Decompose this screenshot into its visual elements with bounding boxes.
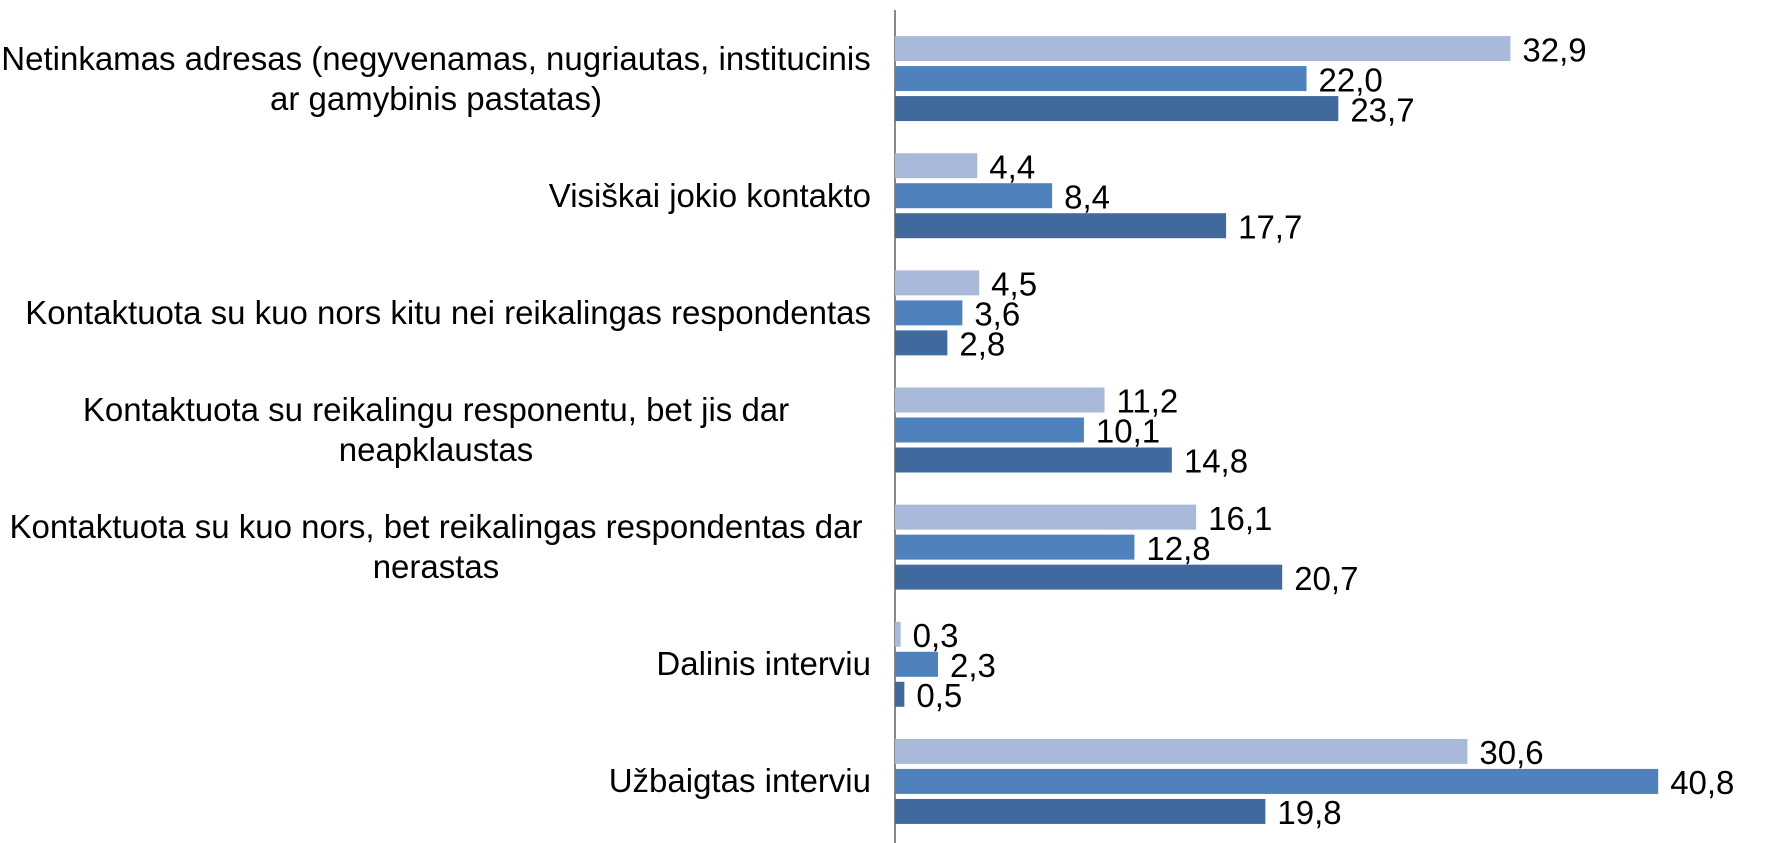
bar [895, 651, 939, 677]
bar [895, 213, 1227, 239]
value-label: 30,6 [1479, 734, 1543, 771]
value-label: 19,8 [1277, 794, 1341, 831]
category-label-box: Kontaktuota su reikalingu responentu, be… [1, 380, 871, 480]
bar [895, 183, 1053, 209]
value-label: 3,6 [974, 296, 1020, 333]
category-label-box: Visiškai jokio kontakto [1, 146, 871, 246]
bar [895, 417, 1084, 443]
value-label: 22,0 [1319, 61, 1383, 98]
bar [895, 330, 948, 356]
category-label: Visiškai jokio kontakto [548, 176, 871, 214]
value-label: 40,8 [1670, 764, 1734, 801]
bar [895, 153, 978, 179]
bar [895, 387, 1105, 413]
value-label: 0,5 [916, 677, 962, 714]
bar [895, 621, 901, 647]
category-label-box: Dalinis interviu [1, 614, 871, 714]
category-label: Netinkamas adresas (negyvenamas, nugriau… [1, 39, 871, 117]
category-label: Dalinis interviu [656, 645, 871, 683]
bar [895, 96, 1339, 122]
bar [895, 270, 980, 296]
value-label: 0,3 [913, 617, 959, 654]
value-label: 14,8 [1184, 443, 1248, 480]
bar [895, 36, 1511, 62]
value-label: 4,5 [991, 266, 1037, 303]
value-label: 4,4 [989, 148, 1035, 185]
bar [895, 738, 1468, 764]
category-label-box: Kontaktuota su kuo nors kitu nei reikali… [1, 263, 871, 363]
value-label: 23,7 [1350, 91, 1414, 128]
value-label: 2,8 [959, 326, 1005, 363]
bar [895, 681, 905, 707]
value-label: 12,8 [1146, 530, 1210, 567]
category-label: Kontaktuota su kuo nors, bet reikalingas… [9, 508, 863, 586]
value-label: 17,7 [1238, 208, 1302, 245]
category-label: Kontaktuota su kuo nors kitu nei reikali… [25, 293, 871, 331]
bar [895, 504, 1197, 530]
value-label: 20,7 [1294, 560, 1358, 597]
category-label-box: Kontaktuota su kuo nors, bet reikalingas… [1, 497, 871, 597]
bar [895, 564, 1283, 590]
bar [895, 768, 1659, 794]
category-label: Kontaktuota su reikalingu responentu, be… [82, 391, 790, 468]
bar [895, 300, 963, 326]
value-label: 32,9 [1522, 31, 1586, 68]
value-label: 10,1 [1096, 413, 1160, 450]
category-label: Užbaigtas interviu [608, 762, 871, 800]
value-label: 2,3 [950, 647, 996, 684]
bar [895, 66, 1307, 92]
bar [895, 798, 1266, 824]
bar [895, 447, 1172, 473]
category-label-box: Užbaigtas interviu [1, 731, 871, 831]
category-label-box: Netinkamas adresas (negyvenamas, nugriau… [1, 29, 871, 129]
bar [895, 534, 1135, 560]
value-label: 16,1 [1208, 500, 1272, 537]
value-label: 11,2 [1117, 383, 1179, 420]
value-label: 8,4 [1064, 178, 1110, 215]
